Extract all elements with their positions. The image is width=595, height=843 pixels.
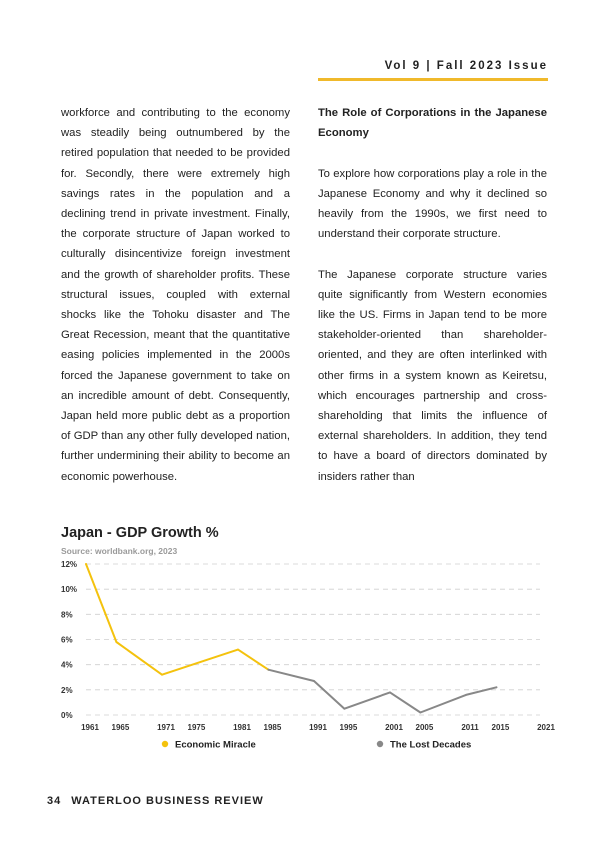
section-heading: The Role of Corporations in the Japanese… [318, 107, 547, 140]
chart-source: Source: worldbank.org, 2023 [61, 546, 178, 556]
right-column-paragraph-2: The Japanese corporate structure varies … [318, 268, 547, 483]
header-divider [318, 78, 548, 81]
page-footer: 34 WATERLOO BUSINESS REVIEW [47, 795, 264, 807]
x-tick-label: 1961 [81, 723, 99, 732]
legend-marker-2 [376, 740, 384, 748]
x-tick-label: 2015 [492, 723, 510, 732]
x-tick-label: 1975 [188, 723, 206, 732]
x-tick-label: 1965 [112, 723, 130, 732]
data-point [419, 711, 422, 714]
x-tick-label: 1985 [264, 723, 282, 732]
data-point [495, 686, 498, 689]
data-point [85, 563, 87, 565]
data-point [313, 680, 315, 682]
publication-name: WATERLOO BUSINESS REVIEW [71, 795, 264, 807]
data-point [389, 691, 391, 694]
x-tick-label: 2011 [461, 723, 479, 732]
data-point [115, 641, 118, 643]
x-tick-label: 1991 [309, 723, 327, 732]
data-point [465, 693, 467, 696]
left-column: workforce and contributing to the econom… [61, 103, 290, 487]
data-point [343, 707, 346, 710]
data-point [267, 668, 270, 671]
left-column-text: workforce and contributing to the econom… [61, 107, 290, 483]
x-tick-label: 1995 [340, 723, 358, 732]
data-point [237, 648, 239, 651]
legend-label-2: The Lost Decades [390, 740, 471, 751]
y-tick-label: 8% [61, 610, 73, 619]
x-tick-label: 1971 [157, 723, 175, 732]
data-point [161, 673, 163, 676]
right-column-paragraph-1: To explore how corporations play a role … [318, 167, 547, 241]
x-tick-label: 2021 [537, 723, 555, 732]
issue-label: Vol 9 | Fall 2023 Issue [384, 60, 548, 72]
y-tick-label: 2% [61, 686, 73, 695]
y-tick-label: 6% [61, 636, 73, 645]
legend-label-1: Economic Miracle [175, 740, 256, 751]
x-tick-label: 1981 [233, 723, 251, 732]
y-tick-label: 12% [61, 560, 77, 569]
series-line-1 [85, 563, 270, 676]
page-number: 34 [47, 795, 62, 807]
legend-marker-1 [161, 740, 169, 748]
y-tick-label: 4% [61, 661, 73, 670]
data-point [267, 668, 270, 671]
right-column: The Role of Corporations in the Japanese… [318, 103, 547, 487]
chart-title: Japan - GDP Growth % [61, 525, 219, 541]
x-tick-label: 2005 [416, 723, 434, 732]
x-tick-label: 2001 [385, 723, 403, 732]
y-tick-label: 0% [61, 711, 73, 720]
y-tick-label: 10% [61, 585, 77, 594]
series-line-2 [267, 668, 498, 714]
